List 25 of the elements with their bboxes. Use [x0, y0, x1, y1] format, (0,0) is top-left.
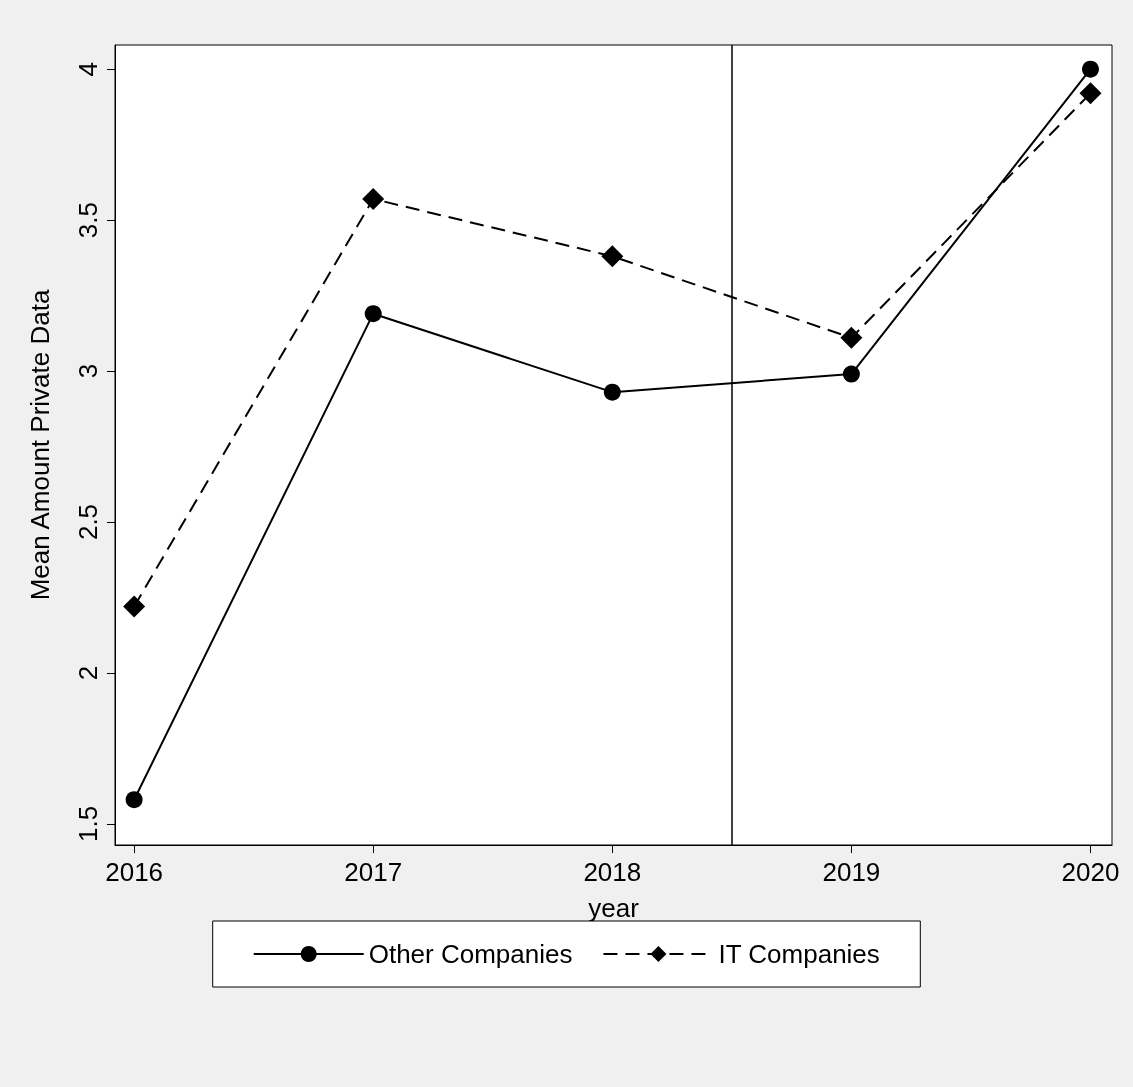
point	[1079, 82, 1102, 105]
x-axis-title: year	[588, 893, 640, 923]
point	[364, 305, 382, 323]
x-tick-label: 2019	[822, 857, 881, 887]
point	[1082, 60, 1099, 78]
y-tick-label: 3.5	[73, 202, 103, 239]
point	[601, 245, 624, 268]
point	[603, 383, 621, 401]
legend-label: Other Companies	[368, 939, 573, 969]
x-tick-label: 2020	[1061, 857, 1120, 887]
point	[362, 187, 385, 210]
point	[840, 326, 863, 349]
point	[842, 365, 860, 383]
y-tick-label: 3	[73, 363, 103, 379]
point	[123, 595, 146, 618]
y-tick-label: 1.5	[73, 805, 103, 842]
y-tick-label: 2	[73, 665, 103, 681]
x-tick-label: 2018	[583, 857, 642, 887]
point	[125, 791, 143, 809]
x-tick-label: 2016	[105, 857, 164, 887]
y-axis-title: Mean Amount Private Data	[25, 289, 55, 601]
y-tick-label: 2.5	[73, 503, 103, 541]
y-tick-label: 4	[73, 61, 103, 77]
x-tick-label: 2017	[344, 857, 403, 887]
legend-label: IT Companies	[718, 939, 880, 969]
